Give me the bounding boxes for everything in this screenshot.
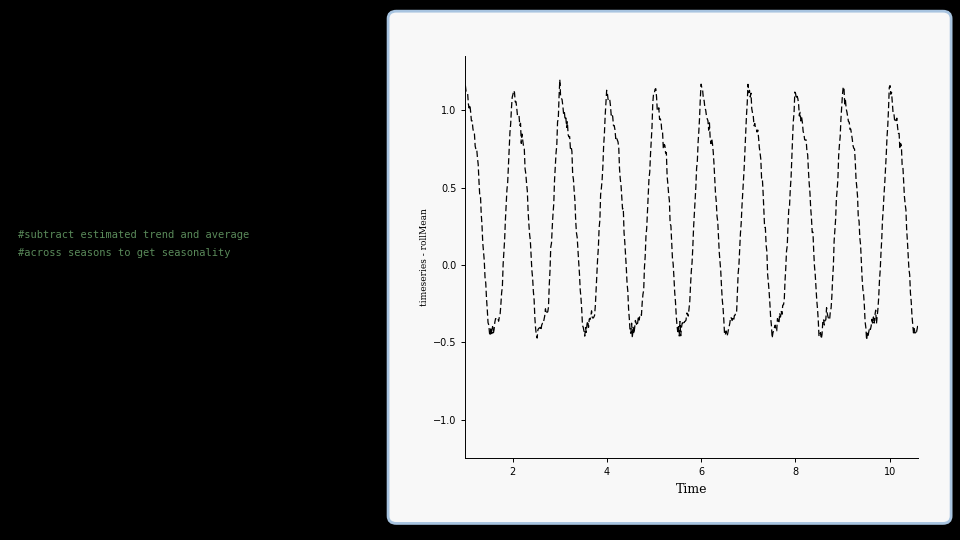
Text: season <-: season <- [18,340,87,350]
Text: length(tsMinusMean)): length(tsMinusMean)) [18,450,269,460]
Text: nrow =: nrow = [18,376,156,387]
Polygon shape [344,187,408,353]
Text: #across seasons to get seasonality: #across seasons to get seasonality [18,248,231,258]
Text: start =: start = [18,487,150,497]
Text: frequency(timeseries)): frequency(timeseries)) [18,395,256,405]
FancyBboxPatch shape [388,11,951,523]
Text: rollMean: rollMean [18,321,212,332]
Text: tsMinusMean <- timeseries -: tsMinusMean <- timeseries - [18,303,200,313]
Text: Estimating
Components:
Seasonality: Estimating Components: Seasonality [30,27,271,137]
X-axis label: Time: Time [676,483,708,496]
Text: rowMeans(matrix(tsMinusMean,: rowMeans(matrix(tsMinusMean, [18,358,244,368]
Y-axis label: timeseries - rollMean: timeseries - rollMean [420,208,429,306]
Text: #subtract estimated trend and average: #subtract estimated trend and average [18,230,250,240]
Text: season <- ts(season,: season <- ts(season, [18,468,156,478]
Text: rollMean){: rollMean){ [18,285,262,295]
Text: length.out =: length.out = [18,431,187,442]
Text: frequency = freq): frequency = freq) [18,523,212,534]
Text: time(tsMinusMean)[1],: time(tsMinusMean)[1], [18,505,250,515]
Text: season <- rep(season,: season <- rep(season, [18,413,162,423]
Text: seasonalEst <- function(timeseries,: seasonalEst <- function(timeseries, [18,266,237,276]
